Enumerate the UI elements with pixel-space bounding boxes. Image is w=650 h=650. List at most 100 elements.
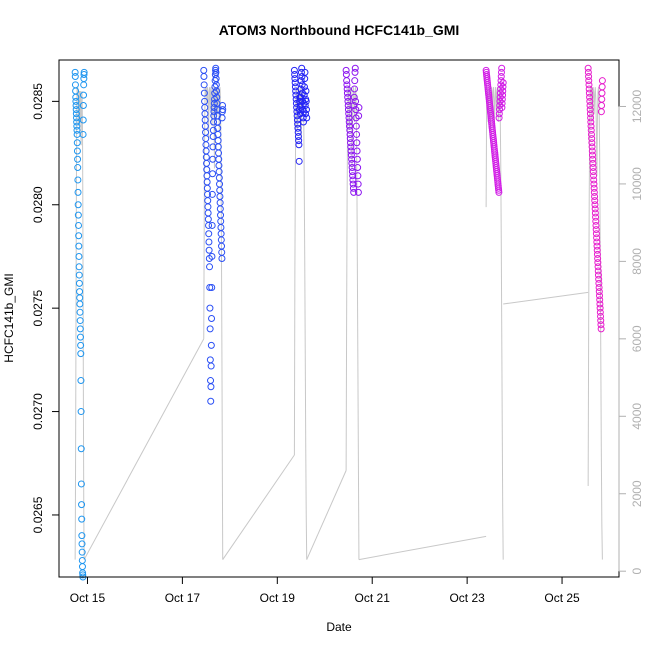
data-point-flight-1 (73, 114, 81, 122)
data-point-flight-1 (78, 563, 86, 571)
y2-tick-label: 10000 (630, 167, 644, 201)
data-point-flight-3 (294, 128, 302, 136)
data-point-flight-6 (596, 296, 604, 304)
y2-tick-label: 4000 (630, 403, 644, 430)
data-point-flight-1 (77, 350, 85, 358)
data-point-flight-1 (79, 116, 87, 124)
x-tick-label: Oct 15 (70, 591, 106, 605)
data-point-flight-2 (209, 143, 217, 151)
data-point-flight-1 (74, 201, 82, 209)
data-point-flight-2 (200, 66, 208, 74)
chart-title: ATOM3 Northbound HCFC141b_GMI (219, 22, 460, 38)
data-point-flight-6 (585, 89, 593, 97)
data-point-flight-2 (216, 192, 224, 200)
data-point-flight-5 (499, 83, 507, 91)
data-point-flight-2 (208, 283, 216, 291)
data-point-flight-3 (295, 141, 303, 149)
data-point-flight-4 (352, 97, 360, 105)
data-point-flight-2 (200, 89, 208, 97)
data-point-flight-6 (587, 130, 595, 138)
data-point-flight-1 (71, 81, 79, 89)
data-point-flight-6 (591, 209, 599, 217)
data-point-flight-1 (78, 515, 86, 523)
data-point-flight-5 (496, 97, 504, 105)
data-point-flight-1 (77, 480, 85, 488)
data-point-flight-2 (202, 147, 210, 155)
data-point-flight-4 (344, 106, 352, 114)
data-point-flight-4 (343, 81, 351, 89)
data-point-flight-2 (205, 221, 213, 229)
data-point-flight-6 (597, 325, 605, 333)
data-point-flight-2 (209, 126, 217, 134)
data-point-flight-6 (591, 192, 599, 200)
data-point-flight-4 (349, 176, 357, 184)
data-point-flight-4 (354, 172, 362, 180)
data-point-flight-1 (80, 91, 88, 99)
data-point-flight-5 (499, 87, 507, 95)
data-point-flight-5 (497, 73, 505, 81)
data-point-flight-2 (202, 141, 210, 149)
data-point-flight-2 (209, 170, 217, 178)
y2-tick-label: 6000 (630, 325, 644, 352)
y2-tick-label: 8000 (630, 248, 644, 275)
data-point-flight-4 (353, 147, 361, 155)
data-point-flight-3 (295, 157, 303, 165)
data-point-flight-3 (292, 95, 300, 103)
y2-tick-label: 0 (630, 568, 644, 575)
data-point-flight-6 (589, 155, 597, 163)
data-point-flight-4 (347, 143, 355, 151)
data-point-flight-4 (349, 180, 357, 188)
data-point-flight-6 (598, 77, 606, 85)
y2-tick-label: 2000 (630, 480, 644, 507)
data-point-flight-1 (73, 122, 81, 130)
data-point-flight-2 (207, 397, 215, 405)
data-point-flight-4 (346, 122, 354, 130)
data-point-flight-4 (350, 188, 358, 196)
data-point-flight-2 (201, 122, 209, 130)
data-point-flight-6 (585, 73, 593, 81)
data-point-flight-6 (585, 77, 593, 85)
data-point-flight-3 (298, 81, 306, 89)
data-point-flight-2 (210, 99, 218, 107)
data-point-flight-6 (584, 64, 592, 72)
data-point-flight-2 (208, 221, 216, 229)
data-point-flight-6 (588, 143, 596, 151)
data-point-flight-2 (217, 211, 225, 219)
data-point-flight-4 (353, 155, 361, 163)
altitude-line-flight-6 (587, 87, 603, 560)
data-point-flight-1 (76, 317, 84, 325)
altitude-transit-4 (358, 535, 487, 561)
data-point-flight-2 (206, 325, 214, 333)
data-point-flight-2 (207, 377, 215, 385)
data-point-flight-6 (594, 267, 602, 275)
data-point-flight-2 (206, 283, 214, 291)
data-point-flight-4 (350, 85, 358, 93)
data-point-flight-3 (297, 68, 305, 76)
data-point-flight-4 (354, 180, 362, 188)
data-point-flight-2 (217, 217, 225, 225)
data-point-flight-1 (72, 110, 80, 118)
data-point-flight-3 (291, 75, 299, 83)
y-tick-label: 0.0265 (31, 496, 45, 533)
data-point-flight-2 (202, 128, 210, 136)
data-point-flight-3 (298, 89, 306, 97)
data-point-flight-6 (596, 300, 604, 308)
altitude-line-flight-5 (485, 87, 504, 560)
data-point-flight-6 (598, 95, 606, 103)
data-point-flight-4 (351, 68, 359, 76)
data-point-flight-3 (295, 137, 303, 145)
data-point-flight-2 (219, 102, 227, 109)
data-point-flight-4 (350, 93, 358, 101)
y-tick-label: 0.0280 (31, 186, 45, 223)
data-point-flight-2 (203, 178, 211, 186)
data-point-flight-6 (588, 151, 596, 159)
data-point-flight-1 (76, 325, 84, 333)
data-point-flight-1 (75, 263, 83, 271)
data-point-flight-5 (497, 68, 505, 76)
x-tick-label: Oct 23 (449, 591, 485, 605)
data-point-flight-6 (592, 226, 600, 234)
y-axis: 0.0265 0.0270 0.0275 0.0280 0.0285 (31, 83, 60, 533)
y2-tick-label: 12000 (630, 89, 644, 123)
data-point-flight-4 (351, 77, 359, 85)
